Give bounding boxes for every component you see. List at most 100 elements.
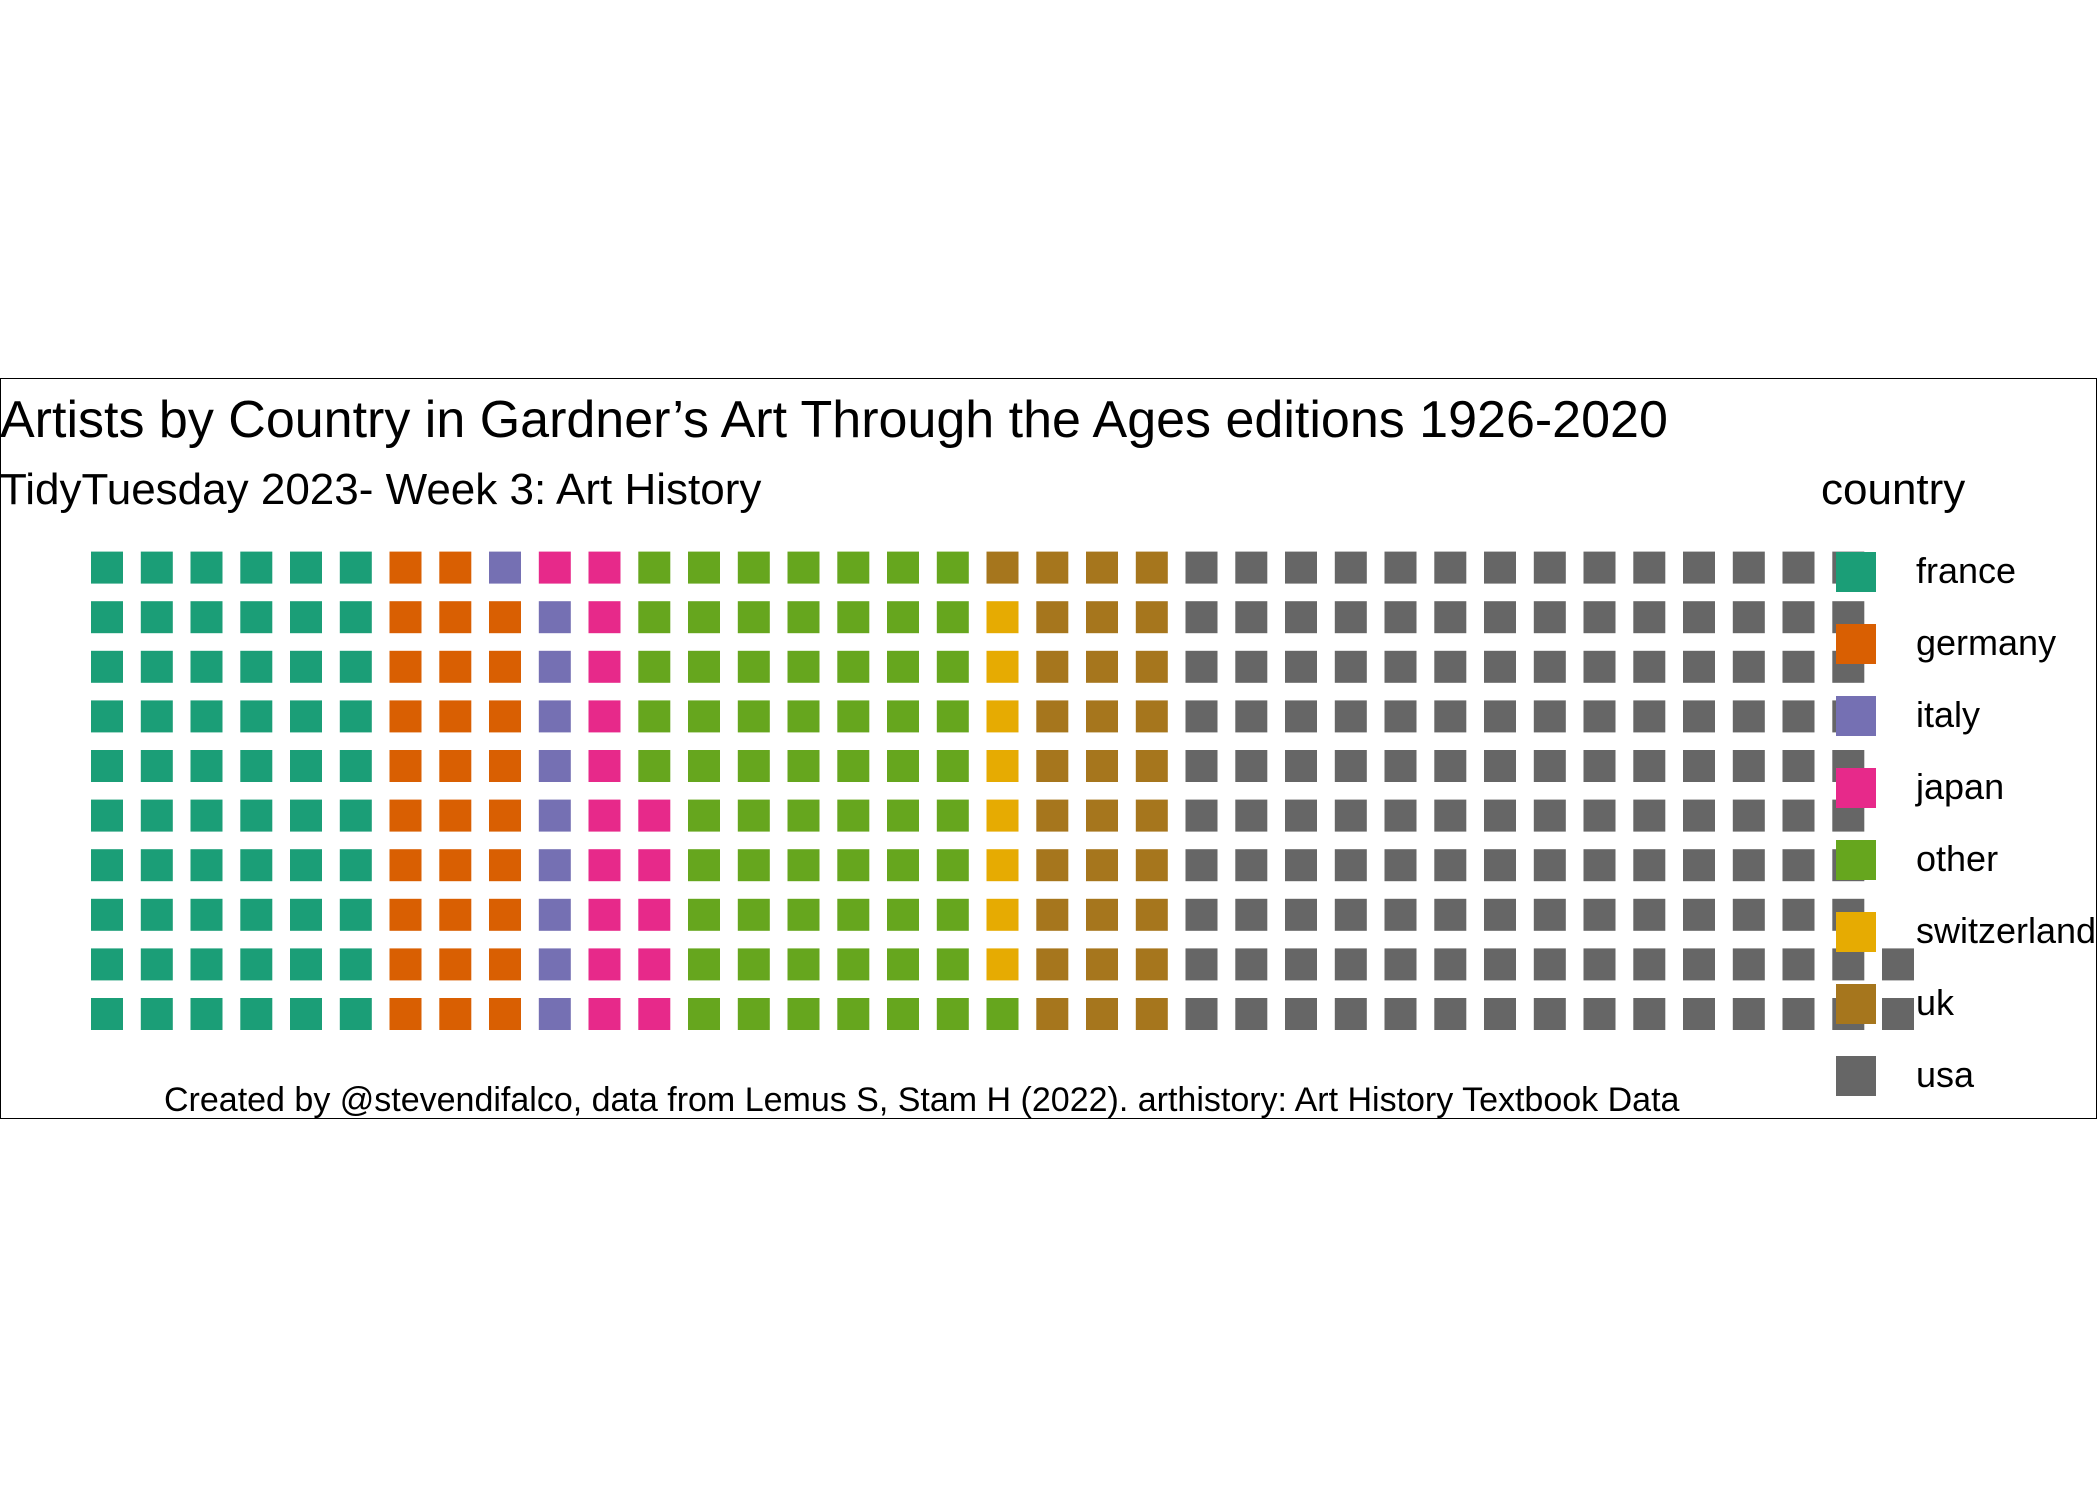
waffle-square-usa xyxy=(1782,998,1815,1030)
waffle-square-usa xyxy=(1484,898,1516,931)
waffle-square-usa xyxy=(1882,998,1914,1030)
waffle-square-usa xyxy=(1235,551,1268,584)
waffle-square-italy xyxy=(538,849,571,882)
waffle-square-france xyxy=(140,799,173,832)
waffle-square-usa xyxy=(1185,849,1218,882)
waffle-square-italy xyxy=(538,650,571,683)
waffle-square-usa xyxy=(1633,849,1666,882)
waffle-square-usa xyxy=(1583,650,1616,683)
waffle-square-germany xyxy=(489,849,521,882)
waffle-square-usa xyxy=(1533,650,1566,683)
waffle-square-switzerland xyxy=(986,700,1019,733)
waffle-square-usa xyxy=(1334,551,1367,584)
waffle-square-usa xyxy=(1185,700,1218,733)
waffle-square-other xyxy=(936,799,969,832)
waffle-square-usa xyxy=(1434,849,1467,882)
waffle-square-germany xyxy=(389,799,422,832)
waffle-square-other xyxy=(787,750,820,782)
waffle-square-germany xyxy=(389,750,422,782)
waffle-square-other xyxy=(887,898,919,931)
legend-label-germany: germany xyxy=(1916,622,2057,663)
waffle-square-japan xyxy=(588,700,621,733)
waffle-square-usa xyxy=(1533,948,1566,981)
waffle-square-usa xyxy=(1832,948,1865,981)
waffle-square-switzerland xyxy=(986,601,1019,634)
chart-panel xyxy=(0,378,2097,1119)
waffle-square-usa xyxy=(1583,998,1616,1030)
waffle-square-germany xyxy=(439,898,472,931)
waffle-square-germany xyxy=(439,551,472,584)
waffle-square-other xyxy=(638,551,671,584)
waffle-square-usa xyxy=(1484,799,1516,832)
waffle-square-usa xyxy=(1384,750,1417,782)
waffle-square-uk xyxy=(1135,998,1168,1030)
waffle-square-france xyxy=(290,650,322,683)
waffle-square-uk xyxy=(1036,799,1069,832)
waffle-square-japan xyxy=(588,551,621,584)
waffle-square-usa xyxy=(1235,700,1268,733)
waffle-square-usa xyxy=(1484,849,1516,882)
waffle-square-usa xyxy=(1533,700,1566,733)
waffle-square-other xyxy=(887,700,919,733)
waffle-square-france xyxy=(290,898,322,931)
waffle-square-germany xyxy=(389,849,422,882)
waffle-square-usa xyxy=(1633,799,1666,832)
waffle-square-france xyxy=(190,948,223,981)
waffle-square-usa xyxy=(1285,700,1317,733)
waffle-square-other xyxy=(936,948,969,981)
waffle-square-italy xyxy=(538,601,571,634)
waffle-square-uk xyxy=(1086,551,1118,584)
waffle-square-france xyxy=(190,601,223,634)
waffle-square-japan xyxy=(588,998,621,1030)
waffle-square-other xyxy=(787,601,820,634)
waffle-square-japan xyxy=(588,948,621,981)
waffle-square-uk xyxy=(1086,700,1118,733)
waffle-square-germany xyxy=(439,700,472,733)
waffle-square-france xyxy=(140,551,173,584)
waffle-square-usa xyxy=(1732,601,1765,634)
waffle-square-usa xyxy=(1285,601,1317,634)
waffle-square-usa xyxy=(1334,650,1367,683)
waffle-square-usa xyxy=(1235,849,1268,882)
legend-label-japan: japan xyxy=(1916,766,2005,807)
waffle-square-usa xyxy=(1732,998,1765,1030)
waffle-square-usa xyxy=(1285,998,1317,1030)
chart-title: Artists by Country in Gardner’s Art Thro… xyxy=(0,391,1668,449)
waffle-square-usa xyxy=(1633,551,1666,584)
waffle-square-other xyxy=(688,700,720,733)
waffle-square-uk xyxy=(1036,849,1069,882)
waffle-square-usa xyxy=(1285,750,1317,782)
waffle-square-usa xyxy=(1533,849,1566,882)
waffle-square-usa xyxy=(1185,551,1218,584)
waffle-square-japan xyxy=(638,799,671,832)
waffle-square-usa xyxy=(1285,849,1317,882)
waffle-square-other xyxy=(737,998,770,1030)
waffle-square-france xyxy=(140,601,173,634)
waffle-square-usa xyxy=(1633,700,1666,733)
waffle-square-usa xyxy=(1533,551,1566,584)
waffle-square-uk xyxy=(1036,700,1069,733)
waffle-square-france xyxy=(290,948,322,981)
waffle-square-japan xyxy=(638,998,671,1030)
waffle-square-other xyxy=(787,898,820,931)
waffle-square-usa xyxy=(1583,700,1616,733)
waffle-square-germany xyxy=(439,750,472,782)
waffle-square-other xyxy=(737,799,770,832)
waffle-square-usa xyxy=(1185,750,1218,782)
waffle-square-usa xyxy=(1185,898,1218,931)
waffle-square-japan xyxy=(588,601,621,634)
waffle-square-france xyxy=(190,898,223,931)
legend-label-switzerland: switzerland xyxy=(1916,910,2097,951)
waffle-square-germany xyxy=(439,650,472,683)
waffle-square-germany xyxy=(439,998,472,1030)
waffle-square-uk xyxy=(1086,650,1118,683)
waffle-square-usa xyxy=(1185,948,1218,981)
waffle-square-usa xyxy=(1235,998,1268,1030)
waffle-square-usa xyxy=(1285,898,1317,931)
waffle-square-usa xyxy=(1235,948,1268,981)
waffle-square-germany xyxy=(389,948,422,981)
waffle-square-italy xyxy=(538,998,571,1030)
waffle-square-france xyxy=(240,750,273,782)
waffle-square-uk xyxy=(1036,998,1069,1030)
waffle-square-usa xyxy=(1235,750,1268,782)
